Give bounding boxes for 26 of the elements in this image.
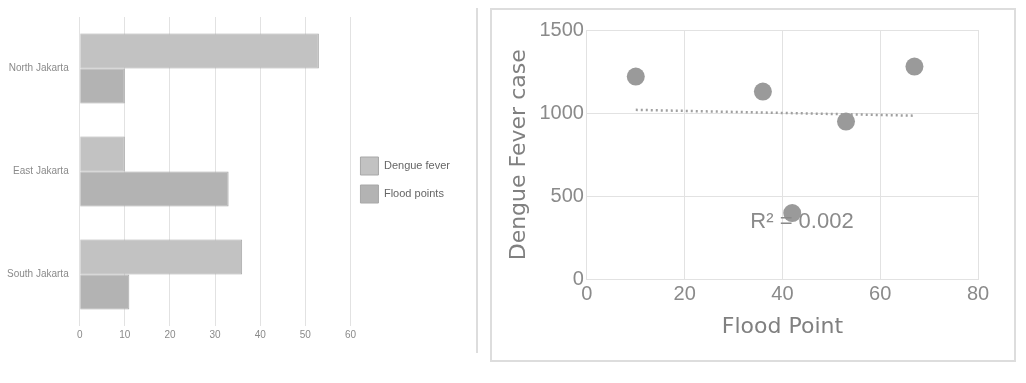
x-tick-label: 10 xyxy=(119,328,131,340)
x-tick-label: 50 xyxy=(299,328,312,340)
annotation: R² = 0.002 xyxy=(750,208,854,234)
x-tick-label: 20 xyxy=(673,282,696,305)
x-tick-label: 60 xyxy=(344,328,357,340)
x-tick-label: 80 xyxy=(966,282,990,305)
point xyxy=(753,82,772,101)
x-tick-label: 60 xyxy=(869,282,892,305)
y-tick-label: 1000 xyxy=(539,100,584,123)
y-tick-label: South Jakarta xyxy=(6,268,70,280)
x-axis-title: Flood Point xyxy=(721,312,844,338)
x-tick-label: 40 xyxy=(771,282,794,305)
x-tick-label: 20 xyxy=(164,328,176,340)
point xyxy=(626,67,645,86)
point xyxy=(905,57,924,76)
y-axis-title: Dengue Fever case xyxy=(504,49,530,261)
legend-label: Flood points xyxy=(383,187,445,200)
x-tick-label: 40 xyxy=(254,328,267,340)
y-tick-label: East Jakarta xyxy=(13,165,70,177)
y-tick-label: 1500 xyxy=(539,17,584,40)
y-tick-label: 500 xyxy=(550,183,584,206)
point xyxy=(837,112,855,131)
legend-label: Dengue fever xyxy=(383,159,451,172)
x-tick-label: 0 xyxy=(76,328,83,340)
y-tick-label: North Jakarta xyxy=(8,62,70,74)
x-tick-label: 30 xyxy=(209,328,222,340)
